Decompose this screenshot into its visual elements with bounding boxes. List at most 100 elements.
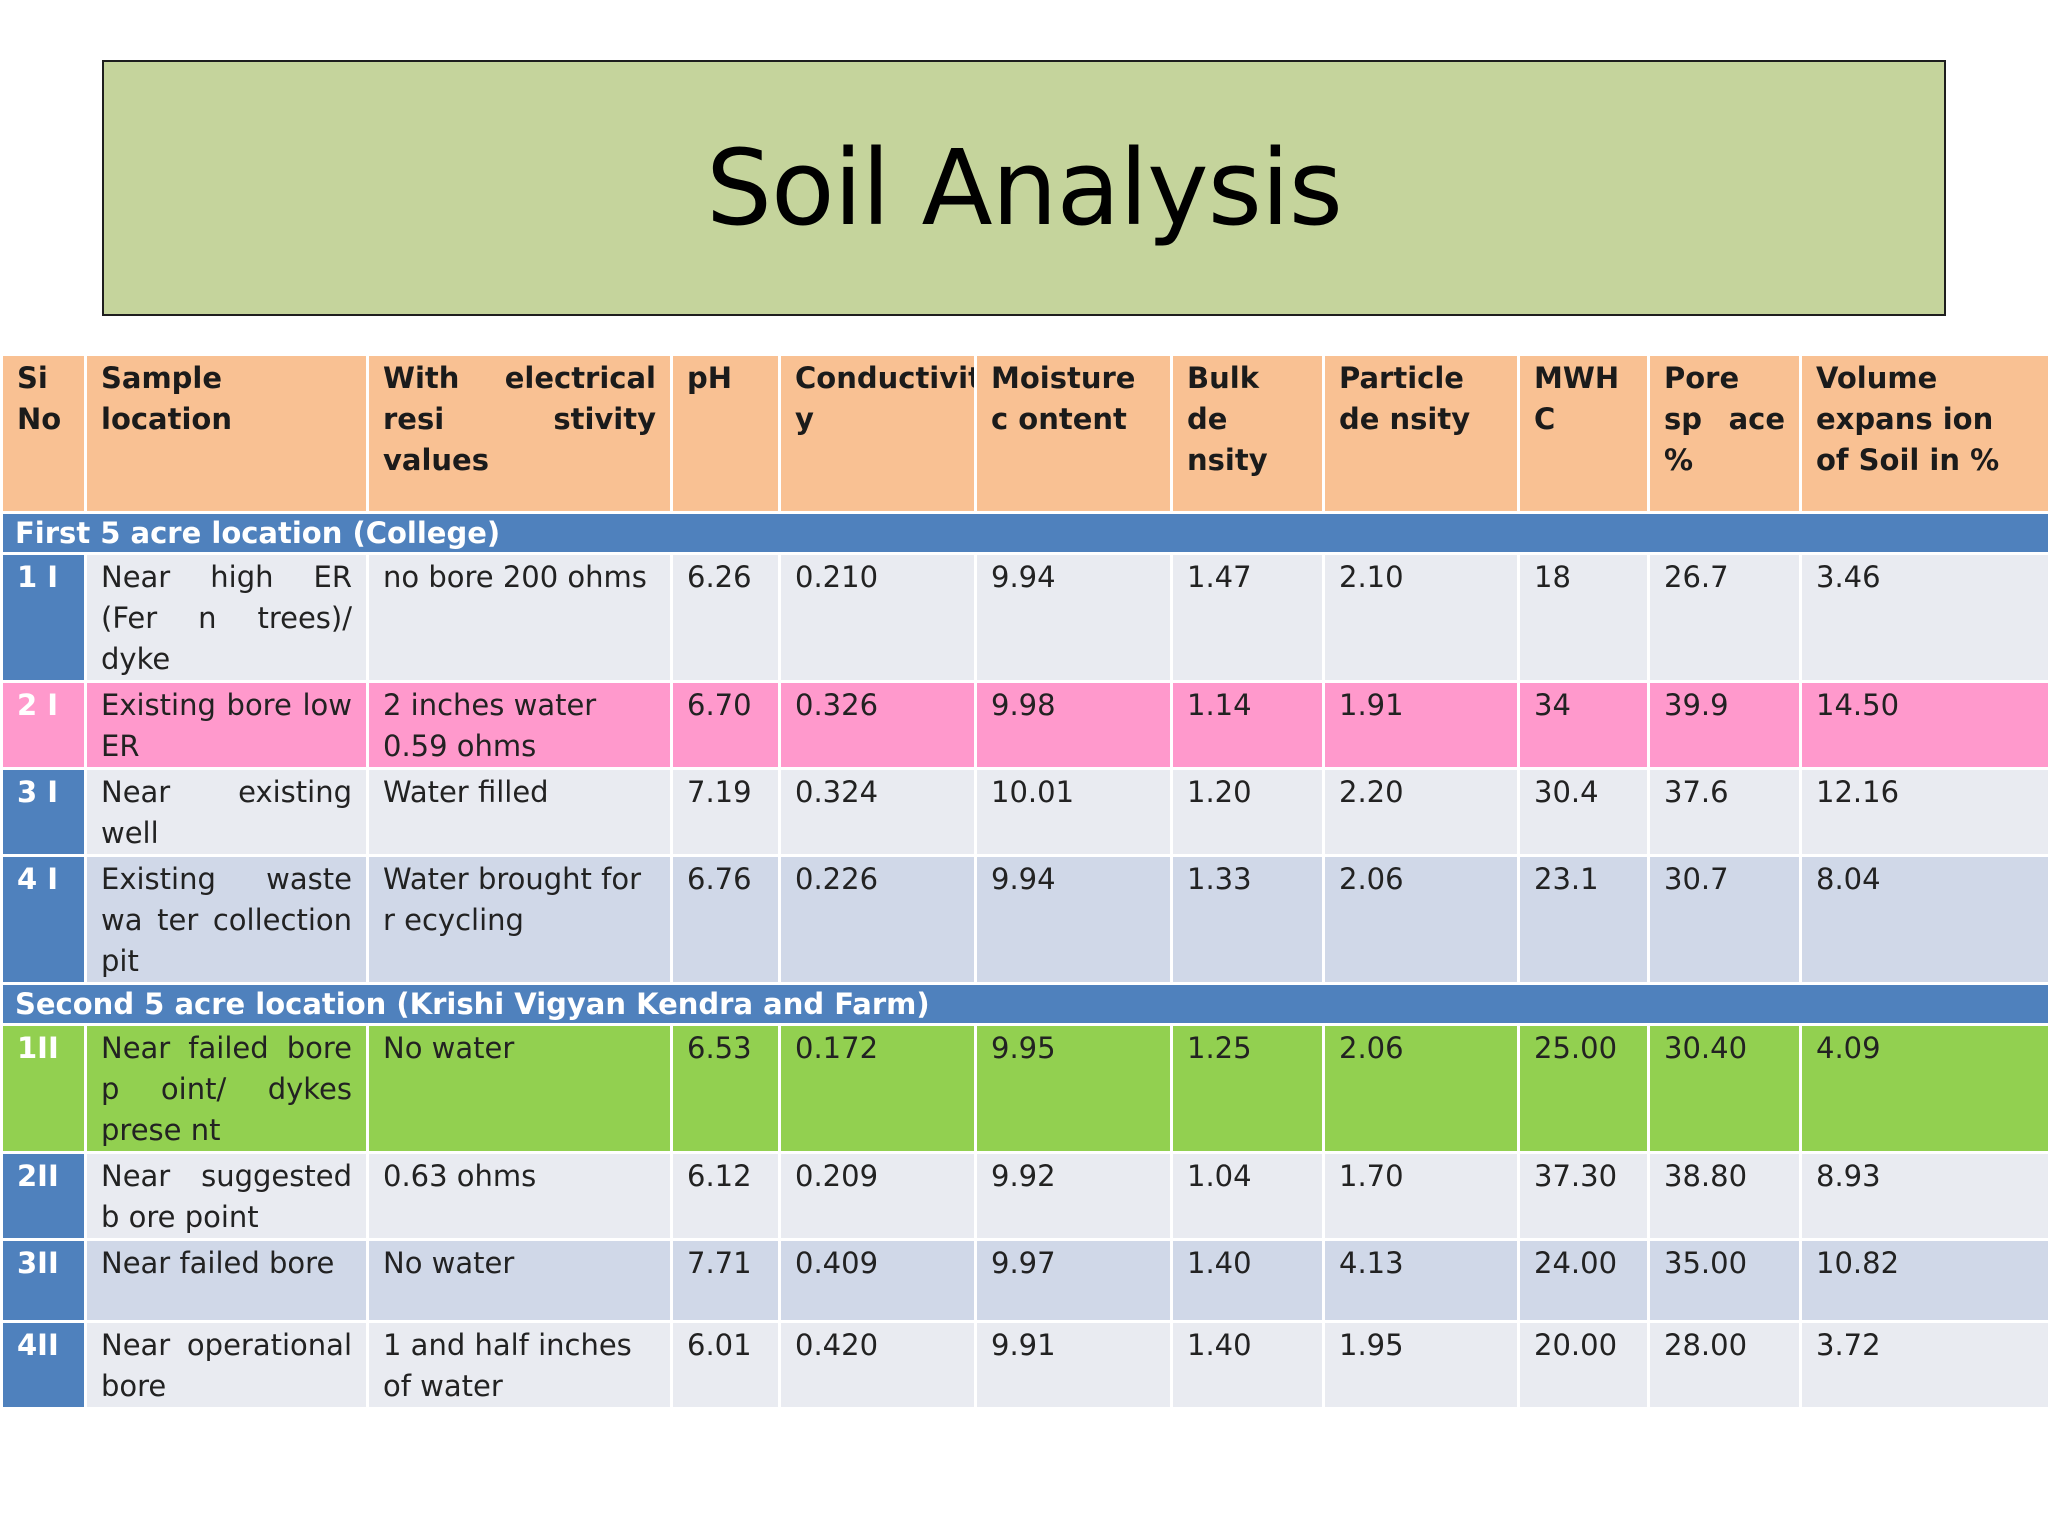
- cell-pore-space: 26.7: [1647, 552, 1802, 683]
- cell-conductivity: 0.226: [778, 854, 977, 985]
- cell-resistivity: 1 and half inches of water: [366, 1320, 673, 1410]
- cell-particle-density: 2.06: [1322, 854, 1520, 985]
- table-row: 4 I Existing waste wa ter collection pit…: [0, 854, 2048, 985]
- cell-mwhc: 20.00: [1517, 1320, 1650, 1410]
- cell-ph: 6.76: [670, 854, 781, 985]
- cell-mwhc: 37.30: [1517, 1151, 1650, 1241]
- table-row: 4II Near operational bore 1 and half inc…: [0, 1320, 2048, 1410]
- cell-si-no: 4II: [0, 1320, 87, 1410]
- cell-location: Near existing well: [84, 767, 369, 857]
- col-header-conductivity: Conductivit y: [778, 353, 977, 514]
- cell-bulk-density: 1.04: [1170, 1151, 1325, 1241]
- cell-location: Near failed bore p oint/ dykes prese nt: [84, 1023, 369, 1154]
- cell-conductivity: 0.420: [778, 1320, 977, 1410]
- cell-location: Near high ER (Fer n trees)/ dyke: [84, 552, 369, 683]
- cell-si-no: 2II: [0, 1151, 87, 1241]
- cell-bulk-density: 1.33: [1170, 854, 1325, 985]
- cell-bulk-density: 1.14: [1170, 680, 1325, 770]
- table-row: 2II Near suggested b ore point 0.63 ohms…: [0, 1151, 2048, 1241]
- col-header-mwhc: MWH C: [1517, 353, 1650, 514]
- cell-ph: 7.71: [670, 1238, 781, 1323]
- cell-resistivity: Water filled: [366, 767, 673, 857]
- col-header-bulk-density: Bulk de nsity: [1170, 353, 1325, 514]
- cell-moisture: 9.97: [974, 1238, 1173, 1323]
- cell-moisture: 9.95: [974, 1023, 1173, 1154]
- cell-volume-expansion: 12.16: [1799, 767, 2048, 857]
- cell-volume-expansion: 4.09: [1799, 1023, 2048, 1154]
- cell-location: Near failed bore: [84, 1238, 369, 1323]
- col-header-si-no: Si No: [0, 353, 87, 514]
- cell-pore-space: 35.00: [1647, 1238, 1802, 1323]
- cell-conductivity: 0.209: [778, 1151, 977, 1241]
- col-header-particle-density: Particle de nsity: [1322, 353, 1520, 514]
- cell-bulk-density: 1.20: [1170, 767, 1325, 857]
- table-row: 3 I Near existing well Water filled 7.19…: [0, 767, 2048, 857]
- table-row: 1II Near failed bore p oint/ dykes prese…: [0, 1023, 2048, 1154]
- cell-pore-space: 30.7: [1647, 854, 1802, 985]
- cell-ph: 6.26: [670, 552, 781, 683]
- cell-volume-expansion: 3.46: [1799, 552, 2048, 683]
- cell-resistivity: No water: [366, 1023, 673, 1154]
- cell-moisture: 10.01: [974, 767, 1173, 857]
- table-row: 1 I Near high ER (Fer n trees)/ dyke no …: [0, 552, 2048, 683]
- cell-particle-density: 2.20: [1322, 767, 1520, 857]
- cell-volume-expansion: 10.82: [1799, 1238, 2048, 1323]
- cell-pore-space: 28.00: [1647, 1320, 1802, 1410]
- cell-ph: 6.53: [670, 1023, 781, 1154]
- cell-ph: 6.01: [670, 1320, 781, 1410]
- cell-si-no: 1 I: [0, 552, 87, 683]
- cell-ph: 6.70: [670, 680, 781, 770]
- cell-volume-expansion: 3.72: [1799, 1320, 2048, 1410]
- soil-analysis-table: Si No Sample location With electrical re…: [0, 353, 2048, 1410]
- cell-resistivity: 0.63 ohms: [366, 1151, 673, 1241]
- cell-ph: 6.12: [670, 1151, 781, 1241]
- cell-si-no: 2 I: [0, 680, 87, 770]
- col-header-volume-expansion: Volume expans ion of Soil in %: [1799, 353, 2048, 514]
- cell-resistivity: no bore 200 ohms: [366, 552, 673, 683]
- cell-particle-density: 2.10: [1322, 552, 1520, 683]
- cell-bulk-density: 1.47: [1170, 552, 1325, 683]
- cell-conductivity: 0.324: [778, 767, 977, 857]
- cell-volume-expansion: 14.50: [1799, 680, 2048, 770]
- cell-moisture: 9.92: [974, 1151, 1173, 1241]
- cell-conductivity: 0.172: [778, 1023, 977, 1154]
- cell-si-no: 3 I: [0, 767, 87, 857]
- section-row: First 5 acre location (College): [0, 511, 2048, 555]
- cell-si-no: 1II: [0, 1023, 87, 1154]
- slide-title: Soil Analysis: [706, 127, 1343, 249]
- cell-volume-expansion: 8.04: [1799, 854, 2048, 985]
- cell-bulk-density: 1.25: [1170, 1023, 1325, 1154]
- cell-resistivity: 2 inches water 0.59 ohms: [366, 680, 673, 770]
- cell-si-no: 4 I: [0, 854, 87, 985]
- col-header-ph: pH: [670, 353, 781, 514]
- cell-location: Near suggested b ore point: [84, 1151, 369, 1241]
- cell-moisture: 9.94: [974, 854, 1173, 985]
- cell-mwhc: 24.00: [1517, 1238, 1650, 1323]
- cell-bulk-density: 1.40: [1170, 1238, 1325, 1323]
- header-row: Si No Sample location With electrical re…: [0, 353, 2048, 514]
- cell-particle-density: 1.70: [1322, 1151, 1520, 1241]
- col-header-pore-space: Pore sp ace %: [1647, 353, 1802, 514]
- cell-conductivity: 0.210: [778, 552, 977, 683]
- cell-resistivity: Water brought for r ecycling: [366, 854, 673, 985]
- cell-conductivity: 0.326: [778, 680, 977, 770]
- cell-mwhc: 34: [1517, 680, 1650, 770]
- title-banner: Soil Analysis: [102, 60, 1946, 316]
- cell-moisture: 9.94: [974, 552, 1173, 683]
- col-header-sample-location: Sample location: [84, 353, 369, 514]
- cell-moisture: 9.98: [974, 680, 1173, 770]
- cell-bulk-density: 1.40: [1170, 1320, 1325, 1410]
- cell-conductivity: 0.409: [778, 1238, 977, 1323]
- cell-particle-density: 1.95: [1322, 1320, 1520, 1410]
- cell-pore-space: 38.80: [1647, 1151, 1802, 1241]
- cell-ph: 7.19: [670, 767, 781, 857]
- cell-pore-space: 30.40: [1647, 1023, 1802, 1154]
- section-row: Second 5 acre location (Krishi Vigyan Ke…: [0, 982, 2048, 1026]
- cell-mwhc: 18: [1517, 552, 1650, 683]
- cell-volume-expansion: 8.93: [1799, 1151, 2048, 1241]
- cell-si-no: 3II: [0, 1238, 87, 1323]
- cell-mwhc: 30.4: [1517, 767, 1650, 857]
- col-header-resistivity: With electrical resi stivity values: [366, 353, 673, 514]
- cell-location: Near operational bore: [84, 1320, 369, 1410]
- section-label: Second 5 acre location (Krishi Vigyan Ke…: [0, 982, 2048, 1026]
